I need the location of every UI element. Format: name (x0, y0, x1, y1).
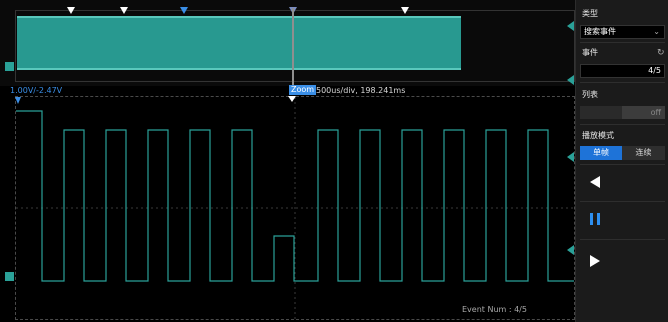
divider (580, 124, 665, 125)
level-arrow[interactable] (567, 21, 574, 31)
current-event-marker[interactable] (180, 7, 188, 14)
vertical-scale-label: 1.00V/-2.47V (10, 86, 63, 95)
next-event-button[interactable] (580, 245, 665, 277)
channel-ground-tag[interactable] (5, 272, 14, 281)
event-label: 事件 (582, 48, 598, 57)
ch-offset-marker[interactable] (15, 97, 21, 104)
pause-icon-bar (597, 213, 600, 225)
event-value-field[interactable]: 4/5 (580, 64, 665, 78)
divider (580, 82, 665, 83)
chevron-down-icon: ⌄ (653, 27, 660, 36)
mode-single-button[interactable]: 单帧 (580, 146, 622, 160)
list-toggle[interactable]: off (622, 106, 665, 119)
type-value: 搜索事件 (584, 27, 616, 36)
overview-waveform (17, 16, 461, 70)
divider (580, 239, 665, 240)
overview-strip (0, 0, 575, 94)
pause-button[interactable] (580, 204, 665, 236)
list-label: 列表 (582, 90, 598, 99)
event-marker[interactable] (67, 7, 75, 14)
search-side-panel: 类型 搜索事件 ⌄ 事件 ↻ 4/5 列表 off 播放模式 单帧 连续 (575, 0, 668, 322)
divider (580, 42, 665, 43)
event-marker[interactable] (401, 7, 409, 14)
divider (580, 164, 665, 165)
level-arrow[interactable] (567, 245, 574, 255)
waveform-grid (15, 96, 575, 320)
event-number-readout: Event Num : 4/5 (462, 305, 527, 314)
level-arrow[interactable] (567, 75, 574, 85)
grid-lines (16, 97, 574, 319)
zoom-timebase-label: 500us/div, 198.241ms (316, 86, 406, 95)
divider (580, 201, 665, 202)
event-marker[interactable] (120, 7, 128, 14)
play-mode-label: 播放模式 (582, 131, 614, 140)
square-wave-trace (16, 110, 574, 282)
refresh-icon[interactable]: ↻ (657, 48, 665, 58)
play-right-icon (590, 255, 600, 267)
waveform-svg (16, 97, 574, 319)
level-arrow[interactable] (567, 152, 574, 162)
type-dropdown[interactable]: 搜索事件 ⌄ (580, 25, 665, 39)
prev-event-button[interactable] (580, 166, 665, 198)
trigger-position-marker[interactable] (288, 96, 296, 102)
play-left-icon (590, 176, 600, 188)
zoom-cursor-line[interactable] (292, 8, 294, 94)
zoom-chip[interactable]: Zoom (289, 85, 317, 95)
channel-tag (5, 62, 14, 71)
pause-icon (590, 213, 593, 225)
mode-continuous-button[interactable]: 连续 (622, 146, 665, 160)
type-label: 类型 (582, 9, 598, 18)
